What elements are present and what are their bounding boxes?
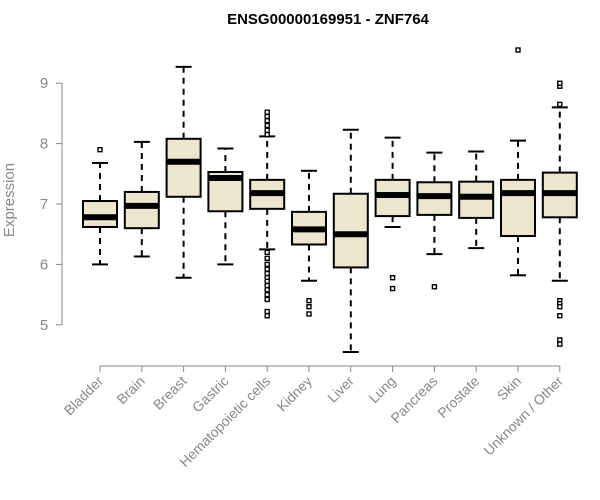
y-tick-label-6: 6 [40,256,48,273]
category-label-liver: Liver [324,373,357,406]
outlier-point [97,146,103,153]
iqr-box [123,190,160,230]
outlier-point [431,284,438,290]
boxes-layer [82,47,578,353]
outlier-point [264,278,270,285]
box-gastric [207,147,244,266]
outlier-point [264,117,270,124]
outlier-point [264,308,270,315]
outlier-point [264,122,270,129]
outlier-point [306,297,312,304]
outlier-point [389,285,396,292]
outlier-point [264,291,270,298]
outlier-point [264,255,270,262]
y-tick-label-8: 8 [40,136,48,153]
outlier-point [264,266,270,272]
category-label-prostate: Prostate [434,373,482,421]
box-skin [500,47,536,277]
box-breast [165,65,202,279]
outlier-point [264,270,270,277]
category-label-kidney: Kidney [274,373,316,415]
outlier-point [557,337,563,343]
category-label-bladder: Bladder [61,373,107,419]
iqr-box [332,192,369,269]
outlier-point [264,313,270,319]
outlier-point [389,274,396,281]
box-brain [123,140,160,258]
iqr-box [82,200,118,228]
box-liver [332,128,369,353]
outlier-point [264,282,270,289]
outlier-point [264,296,270,303]
y-tick-label-9: 9 [40,75,48,92]
category-label-skin: Skin [494,373,525,404]
iqr-box [374,178,411,218]
outlier-point [557,313,563,319]
box-pancreas [416,151,453,290]
box-prostate [458,150,495,250]
x-axis [99,365,561,372]
outlier-point [264,261,270,268]
box-bladder [82,146,118,266]
category-label-breast: Breast [150,373,190,413]
category-label-lung: Lung [365,373,398,406]
outlier-point [306,311,312,317]
outlier-point [306,303,312,310]
iqr-box [165,137,202,198]
category-label-unknown-other: Unknown / Other [480,373,566,459]
category-label-brain: Brain [113,373,147,407]
outlier-point [515,47,521,53]
box-hematopoietic-cells [249,109,286,319]
outlier-point [264,131,270,138]
y-axis-label: Expression [1,163,18,237]
outlier-point [557,101,563,108]
outlier-point [264,127,270,134]
outlier-point [557,341,563,347]
outlier-point [557,80,563,86]
outlier-point [264,287,270,293]
y-tick-label-7: 7 [40,196,48,213]
box-unknown-other [541,80,578,347]
chart-title: ENSG00000169951 - ZNF764 [227,11,429,28]
y-axis: 5 6 7 8 9 [40,75,63,334]
outlier-point [557,303,563,310]
box-lung [374,136,411,292]
iqr-box [458,180,495,219]
box-kidney [291,169,327,317]
outlier-point [264,249,270,256]
iqr-box [500,178,536,238]
outlier-point [264,113,270,120]
y-tick-label-5: 5 [40,317,48,334]
outlier-point [264,109,270,115]
